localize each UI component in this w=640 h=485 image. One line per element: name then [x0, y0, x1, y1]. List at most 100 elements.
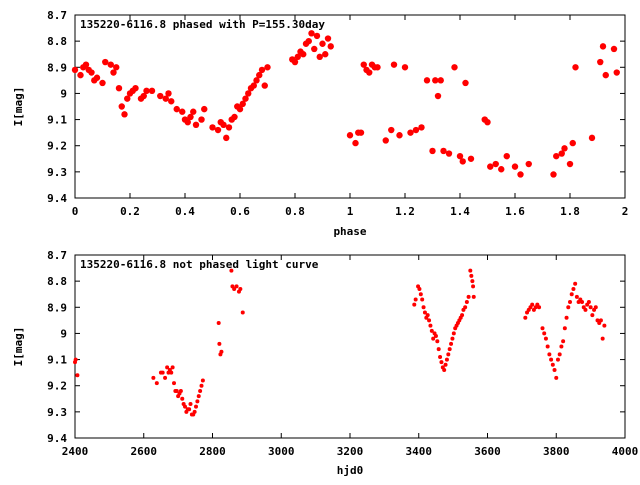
- data-point: [113, 64, 120, 71]
- data-point: [390, 61, 398, 68]
- y-tick-label: 8.7: [47, 249, 67, 262]
- plot-frame: [74, 14, 626, 199]
- data-point: [451, 331, 456, 336]
- data-point: [467, 155, 475, 162]
- data-point: [261, 82, 268, 89]
- data-point: [264, 64, 271, 71]
- data-point: [613, 69, 620, 76]
- data-point: [220, 121, 227, 128]
- y-tick-label: 9: [60, 87, 67, 100]
- data-point: [580, 300, 585, 305]
- data-point: [418, 292, 423, 297]
- data-point: [238, 286, 243, 291]
- data-point: [124, 95, 131, 102]
- data-point: [557, 352, 562, 357]
- data-point: [492, 160, 499, 168]
- data-point: [464, 300, 469, 305]
- data-point: [417, 286, 422, 291]
- y-tick-label: 8.8: [47, 275, 67, 288]
- data-point: [239, 100, 246, 108]
- data-point: [311, 45, 318, 53]
- data-point: [157, 92, 164, 100]
- data-point: [429, 328, 434, 333]
- data-point: [547, 352, 552, 357]
- data-point: [173, 105, 180, 113]
- x-tick-label: 1: [347, 205, 354, 218]
- data-point: [77, 71, 84, 79]
- data-point: [73, 357, 78, 362]
- y-axis-label: I[mag]: [12, 87, 25, 127]
- data-point: [427, 318, 432, 323]
- data-point: [561, 145, 568, 152]
- data-point: [553, 152, 560, 160]
- x-tick-label: 3000: [268, 445, 295, 458]
- data-point: [562, 326, 567, 331]
- data-point: [561, 339, 566, 344]
- data-point: [250, 82, 257, 89]
- data-point: [511, 163, 519, 170]
- data-point: [229, 268, 234, 273]
- data-point: [423, 77, 431, 84]
- data-point: [168, 98, 175, 105]
- data-point: [327, 43, 334, 50]
- data-point: [163, 375, 168, 380]
- data-point: [174, 388, 179, 393]
- data-point: [503, 152, 510, 160]
- data-point: [132, 85, 139, 92]
- data-point: [418, 124, 425, 131]
- data-point: [190, 108, 197, 115]
- data-point: [471, 294, 476, 299]
- data-point: [540, 326, 545, 331]
- data-point: [462, 79, 469, 87]
- x-tick-label: 3800: [543, 445, 570, 458]
- data-point: [442, 368, 447, 373]
- x-tick-label: 0.8: [285, 205, 305, 218]
- plot-title: 135220-6116.8 not phased light curve: [80, 258, 319, 271]
- y-tick-label: 9.1: [47, 354, 67, 367]
- data-point: [192, 409, 197, 414]
- data-point: [401, 64, 409, 71]
- data-point: [232, 286, 237, 291]
- data-point: [217, 341, 222, 346]
- data-point: [586, 300, 591, 305]
- data-point: [324, 35, 332, 42]
- x-tick-label: 1.4: [450, 205, 470, 218]
- data-point: [598, 318, 603, 323]
- y-tick-label: 8.9: [47, 301, 67, 314]
- y-tick-label: 9: [60, 327, 67, 340]
- data-point: [313, 32, 321, 40]
- x-tick-label: 0.2: [120, 205, 140, 218]
- data-point: [322, 51, 329, 58]
- data-point: [374, 64, 381, 71]
- data-point: [593, 305, 598, 310]
- data-point: [219, 349, 224, 354]
- data-point: [446, 352, 451, 357]
- data-point: [572, 64, 579, 71]
- data-point: [413, 297, 418, 302]
- data-point: [357, 129, 365, 136]
- data-point: [436, 347, 441, 352]
- data-point: [517, 171, 524, 178]
- data-point: [165, 365, 170, 370]
- data-point: [412, 126, 420, 134]
- x-tick-label: 0.6: [230, 205, 250, 218]
- x-tick-label: 1.6: [505, 205, 525, 218]
- data-point: [93, 74, 101, 81]
- data-point: [407, 129, 414, 136]
- data-point: [99, 79, 106, 87]
- data-point: [597, 58, 604, 66]
- data-point: [154, 381, 159, 386]
- data-point: [469, 273, 474, 278]
- data-point: [223, 134, 230, 142]
- unphased-light-curve-panel: 2400 2600 2800 3000 3200 3400 3600 3800 4000 8.7 8…: [12, 249, 638, 477]
- data-point: [530, 302, 535, 307]
- data-point: [366, 69, 373, 76]
- x-tick-label: 0.4: [175, 205, 195, 218]
- data-point: [554, 375, 559, 380]
- data-point: [308, 30, 315, 37]
- data-point: [195, 399, 200, 404]
- data-point: [569, 292, 574, 297]
- data-point: [346, 132, 354, 139]
- data-point: [184, 118, 191, 126]
- x-tick-label: 0: [72, 205, 79, 218]
